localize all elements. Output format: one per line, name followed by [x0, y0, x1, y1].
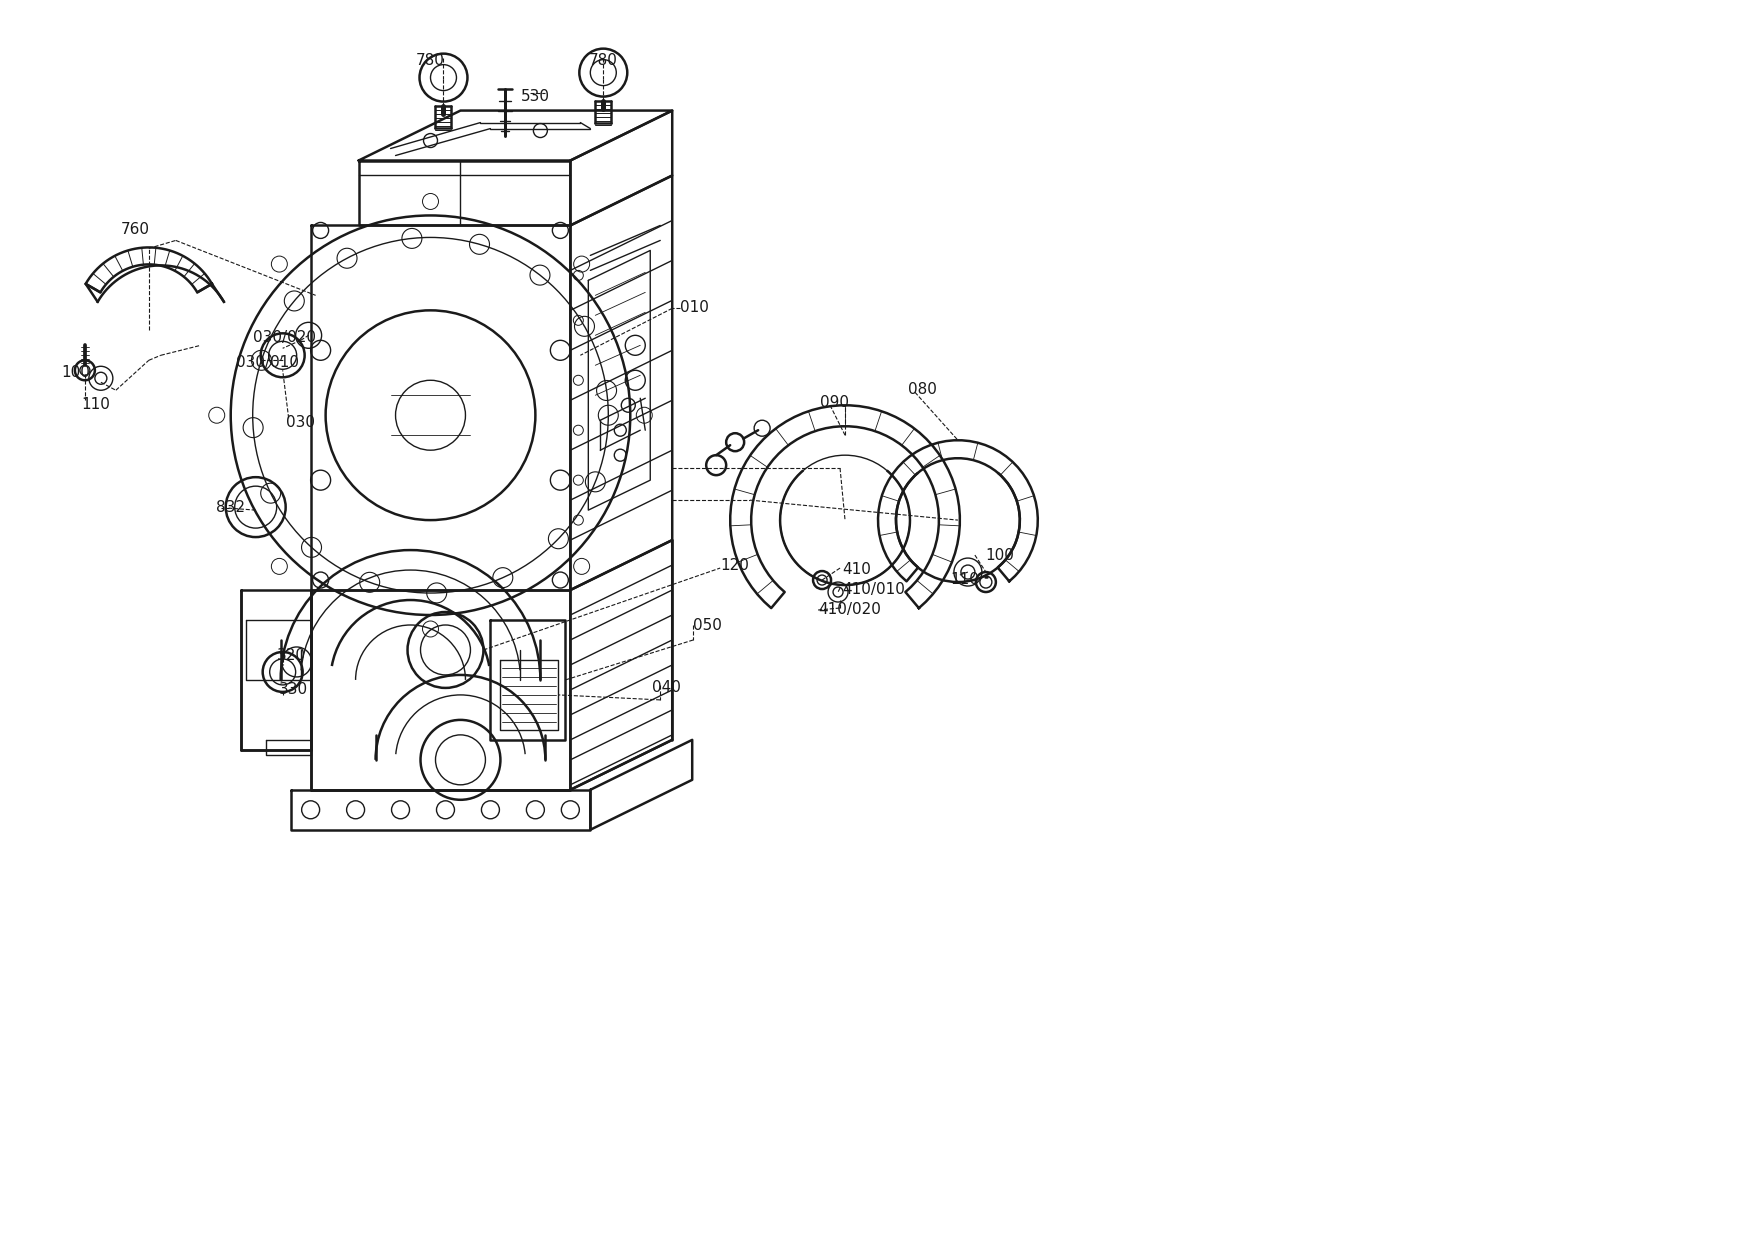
Text: 410/020: 410/020	[817, 602, 881, 617]
Text: 080: 080	[909, 383, 937, 398]
Text: 100: 100	[61, 366, 89, 380]
Text: 030: 030	[286, 415, 314, 430]
Text: 030/010: 030/010	[235, 356, 298, 370]
Text: 110: 110	[81, 398, 111, 413]
Text: 090: 090	[821, 395, 849, 410]
Text: 410: 410	[842, 563, 872, 577]
Text: 530: 530	[521, 89, 549, 104]
Text: 030/020: 030/020	[253, 331, 316, 346]
Text: 110: 110	[951, 572, 979, 587]
Text: 832: 832	[216, 501, 246, 515]
Text: 410/010: 410/010	[842, 582, 905, 597]
Text: 780: 780	[416, 52, 444, 68]
Text: 330: 330	[279, 681, 307, 696]
Text: 760: 760	[121, 223, 149, 238]
Text: 120: 120	[721, 558, 749, 574]
Text: 050: 050	[693, 618, 723, 633]
Text: 780: 780	[588, 52, 617, 68]
Text: 100: 100	[986, 548, 1014, 563]
Text: 320: 320	[277, 648, 305, 663]
Text: 010: 010	[681, 300, 709, 316]
Text: 040: 040	[652, 680, 681, 695]
